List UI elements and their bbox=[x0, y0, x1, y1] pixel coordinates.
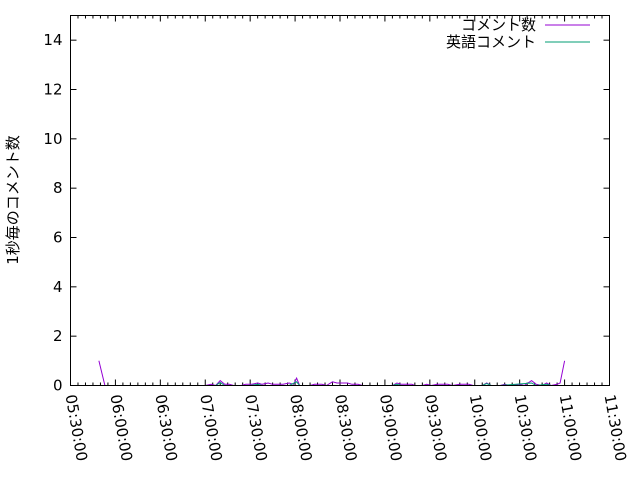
legend-label-1: 英語コメント bbox=[446, 33, 536, 51]
legend-label-0: コメント数 bbox=[461, 16, 536, 34]
series-line-1 bbox=[205, 381, 363, 386]
x-tick-label: 11:30:00 bbox=[601, 393, 630, 462]
x-tick-label: 07:00:00 bbox=[196, 393, 225, 462]
x-tick-label: 06:30:00 bbox=[151, 393, 180, 462]
x-tick-label: 08:00:00 bbox=[286, 393, 315, 462]
y-tick-label: 8 bbox=[53, 179, 63, 197]
x-tick-label: 07:30:00 bbox=[241, 393, 270, 462]
y-tick-label: 10 bbox=[43, 130, 62, 148]
x-tick-label: 09:30:00 bbox=[421, 393, 450, 462]
x-tick-label: 11:00:00 bbox=[556, 393, 585, 462]
x-tick-label: 06:00:00 bbox=[106, 393, 135, 462]
series-line-0 bbox=[98, 360, 106, 386]
series-line-0 bbox=[500, 360, 566, 387]
plot-border bbox=[70, 15, 610, 386]
x-tick-label: 05:30:00 bbox=[62, 393, 91, 462]
x-tick-label: 08:30:00 bbox=[331, 393, 360, 462]
series-line-0 bbox=[392, 382, 474, 387]
y-tick-label: 14 bbox=[43, 31, 62, 49]
x-tick-label: 10:30:00 bbox=[511, 393, 540, 462]
y-axis-label: 1秒毎のコメント数 bbox=[4, 135, 22, 265]
y-tick-label: 4 bbox=[53, 278, 63, 296]
y-tick-label: 0 bbox=[53, 377, 63, 395]
y-tick-label: 6 bbox=[53, 229, 63, 247]
y-tick-label: 2 bbox=[53, 327, 63, 345]
legend: コメント数 英語コメント bbox=[446, 16, 590, 51]
series-line-1 bbox=[481, 382, 492, 386]
x-tick-label: 10:00:00 bbox=[466, 393, 495, 462]
y-tick-label: 12 bbox=[43, 81, 62, 99]
x-tick-label: 09:00:00 bbox=[376, 393, 405, 462]
series-line-0 bbox=[205, 376, 363, 387]
